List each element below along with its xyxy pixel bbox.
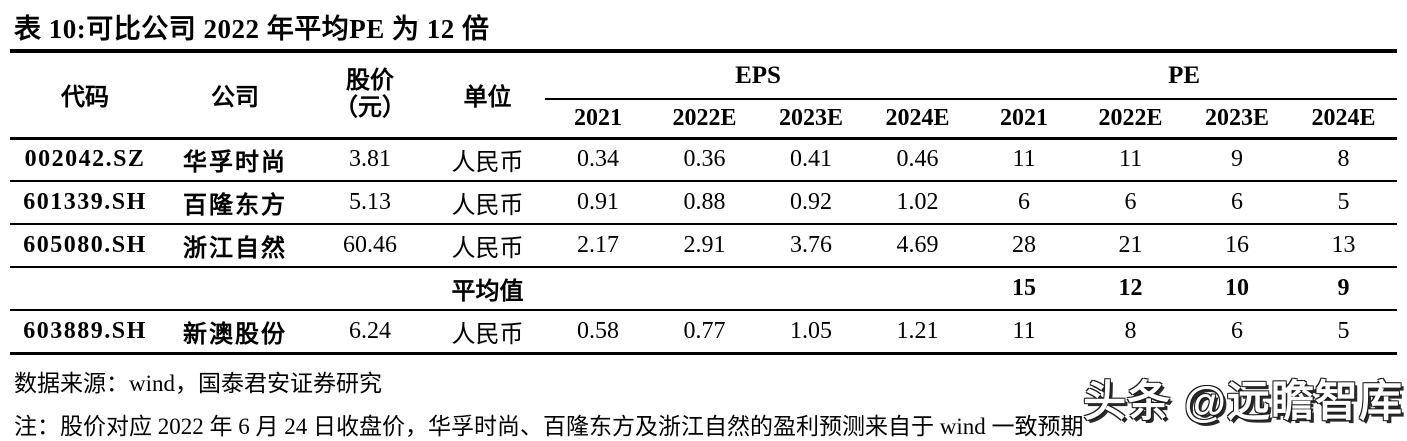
col-header-price: 股价 （元）: [310, 53, 430, 140]
year-header: 2024E: [864, 99, 972, 140]
cell-eps-2022e: 0.36: [651, 138, 758, 182]
cell-eps-2021: 0.91: [545, 181, 651, 225]
year-header: 2023E: [1184, 99, 1291, 140]
watermark: 头条 @远瞻智库: [1083, 378, 1403, 426]
year-header: 2023E: [758, 99, 864, 140]
cell-pe-2023e: 6: [1184, 181, 1291, 225]
cell-pe-2021: 11: [971, 310, 1078, 355]
table-row: 603889.SH 新澳股份 6.24 人民币 0.58 0.77 1.05 1…: [10, 310, 1398, 355]
cell-unit: 人民币: [430, 224, 545, 268]
cell-pe-2022e: 8: [1077, 310, 1185, 355]
col-header-company: 公司: [160, 53, 310, 140]
col-group-pe: PE: [971, 53, 1398, 100]
cell-price: [310, 267, 430, 311]
cell-price: 3.81: [310, 138, 430, 182]
cell-company: 新澳股份: [160, 310, 310, 355]
cell-pe-2022e: 6: [1077, 181, 1185, 225]
cell-pe-2021: 11: [971, 138, 1078, 182]
cell-pe-2022e: 12: [1077, 267, 1185, 311]
header-group-row: 代码 公司 股价 （元） 单位 EPS PE: [10, 53, 1398, 140]
cell-eps-2021: 0.58: [545, 310, 651, 355]
cell-pe-2023e: 6: [1184, 310, 1291, 355]
cell-eps-2023e: 0.41: [758, 138, 864, 182]
cell-eps-2024e: 4.69: [864, 224, 972, 268]
cell-eps-2023e: 1.05: [758, 310, 864, 355]
year-header: 2024E: [1290, 99, 1398, 140]
cell-company: 百隆东方: [160, 181, 310, 225]
cell-company: 浙江自然: [160, 224, 310, 268]
cell-average-label: 平均值: [430, 267, 545, 311]
table-title: 表 10:可比公司 2022 年平均PE 为 12 倍: [14, 14, 490, 44]
year-header: 2021: [545, 99, 651, 140]
table-row-average: 平均值 15 12 10 9: [10, 267, 1398, 311]
table-row: 002042.SZ 华孚时尚 3.81 人民币 0.34 0.36 0.41 0…: [10, 138, 1398, 182]
table-row: 605080.SH 浙江自然 60.46 人民币 2.17 2.91 3.76 …: [10, 224, 1398, 268]
cell-price: 5.13: [310, 181, 430, 225]
cell-pe-2023e: 16: [1184, 224, 1291, 268]
cell-eps-2024e: [864, 267, 972, 311]
cell-eps-2021: 2.17: [545, 224, 651, 268]
data-source-line: 数据来源：wind，国泰君安证券研究: [14, 370, 382, 396]
cell-pe-2023e: 9: [1184, 138, 1291, 182]
cell-pe-2021: 15: [971, 267, 1078, 311]
cell-pe-2021: 6: [971, 181, 1078, 225]
title-rule: [10, 49, 1397, 53]
comparable-companies-table: 代码 公司 股价 （元） 单位 EPS PE 2021 2022E 2023E …: [10, 53, 1398, 355]
cell-unit: 人民币: [430, 138, 545, 182]
cell-pe-2021: 28: [971, 224, 1078, 268]
cell-code: 601339.SH: [10, 181, 160, 225]
cell-eps-2022e: [651, 267, 758, 311]
col-header-code: 代码: [10, 53, 160, 140]
year-header: 2022E: [1077, 99, 1185, 140]
header-years-row: 2021 2022E 2023E 2024E 2021 2022E 2023E …: [10, 99, 1398, 140]
col-header-unit: 单位: [430, 53, 545, 140]
cell-pe-2024e: 13: [1290, 224, 1398, 268]
col-header-price-line2: （元）: [334, 94, 406, 121]
cell-code: 605080.SH: [10, 224, 160, 268]
col-group-eps: EPS: [545, 53, 972, 100]
cell-eps-2024e: 0.46: [864, 138, 972, 182]
cell-eps-2022e: 2.91: [651, 224, 758, 268]
cell-company: 华孚时尚: [160, 138, 310, 182]
cell-pe-2022e: 21: [1077, 224, 1185, 268]
cell-company: [160, 267, 310, 311]
cell-unit: 人民币: [430, 310, 545, 355]
cell-pe-2024e: 8: [1290, 138, 1398, 182]
cell-unit: 人民币: [430, 181, 545, 225]
cell-pe-2024e: 9: [1290, 267, 1398, 311]
cell-eps-2022e: 0.77: [651, 310, 758, 355]
cell-price: 60.46: [310, 224, 430, 268]
year-header: 2022E: [651, 99, 758, 140]
cell-eps-2024e: 1.02: [864, 181, 972, 225]
cell-eps-2023e: [758, 267, 864, 311]
cell-pe-2022e: 11: [1077, 138, 1185, 182]
cell-price: 6.24: [310, 310, 430, 355]
table-row: 601339.SH 百隆东方 5.13 人民币 0.91 0.88 0.92 1…: [10, 181, 1398, 225]
cell-pe-2024e: 5: [1290, 181, 1398, 225]
cell-pe-2024e: 5: [1290, 310, 1398, 355]
cell-code: [10, 267, 160, 311]
year-header: 2021: [971, 99, 1078, 140]
cell-eps-2021: 0.34: [545, 138, 651, 182]
cell-code: 002042.SZ: [10, 138, 160, 182]
report-table-page: 表 10:可比公司 2022 年平均PE 为 12 倍 代码 公司 股价 （元）…: [0, 7, 1407, 441]
cell-code: 603889.SH: [10, 310, 160, 355]
cell-eps-2021: [545, 267, 651, 311]
cell-eps-2023e: 3.76: [758, 224, 864, 268]
cell-pe-2023e: 10: [1184, 267, 1291, 311]
col-header-price-line1: 股价: [346, 68, 394, 95]
cell-eps-2024e: 1.21: [864, 310, 972, 355]
cell-eps-2022e: 0.88: [651, 181, 758, 225]
cell-eps-2023e: 0.92: [758, 181, 864, 225]
